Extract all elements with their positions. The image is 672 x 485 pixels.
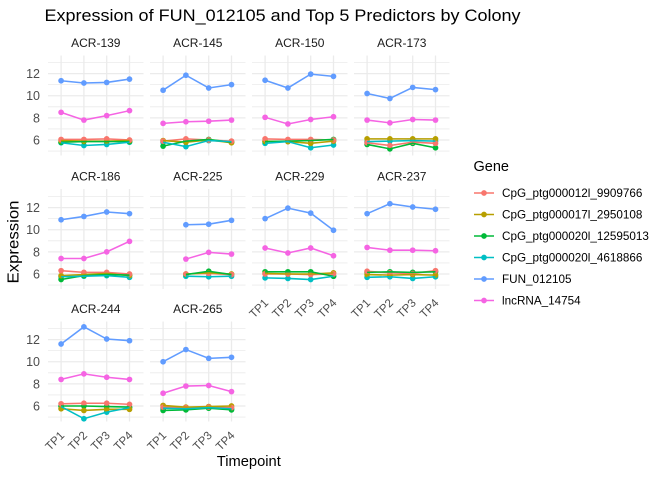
svg-text:ACR-265: ACR-265 — [173, 302, 223, 316]
svg-text:Expression: Expression — [6, 201, 23, 284]
svg-text:FUN_012105: FUN_012105 — [502, 273, 572, 286]
svg-text:12: 12 — [26, 67, 40, 81]
svg-text:CpG_ptg000020l_12595013: CpG_ptg000020l_12595013 — [502, 230, 649, 243]
svg-text:8: 8 — [33, 377, 40, 391]
svg-text:12: 12 — [26, 201, 40, 215]
svg-text:CpG_ptg000017l_2950108: CpG_ptg000017l_2950108 — [502, 209, 642, 222]
svg-text:lncRNA_14754: lncRNA_14754 — [502, 295, 581, 308]
svg-text:8: 8 — [33, 245, 40, 259]
svg-text:6: 6 — [33, 267, 40, 281]
svg-text:CpG_ptg000020l_4618866: CpG_ptg000020l_4618866 — [502, 252, 642, 265]
svg-text:ACR-139: ACR-139 — [71, 36, 121, 50]
svg-text:Timepoint: Timepoint — [217, 454, 281, 470]
svg-text:ACR-229: ACR-229 — [275, 170, 325, 184]
svg-text:ACR-145: ACR-145 — [173, 36, 223, 50]
svg-text:Expression of FUN_012105 and T: Expression of FUN_012105 and Top 5 Predi… — [45, 6, 522, 25]
svg-text:ACR-186: ACR-186 — [71, 170, 121, 184]
svg-text:6: 6 — [33, 133, 40, 147]
svg-text:ACR-237: ACR-237 — [377, 170, 427, 184]
svg-text:ACR-173: ACR-173 — [377, 36, 427, 50]
svg-text:10: 10 — [26, 223, 40, 237]
svg-text:ACR-244: ACR-244 — [71, 302, 121, 316]
svg-text:12: 12 — [26, 333, 40, 347]
svg-text:CpG_ptg000012l_9909766: CpG_ptg000012l_9909766 — [502, 187, 642, 200]
svg-text:10: 10 — [26, 89, 40, 103]
svg-text:8: 8 — [33, 111, 40, 125]
svg-text:6: 6 — [33, 399, 40, 413]
svg-text:Gene: Gene — [474, 159, 509, 175]
svg-text:ACR-150: ACR-150 — [275, 36, 325, 50]
svg-text:ACR-225: ACR-225 — [173, 170, 223, 184]
svg-text:10: 10 — [26, 355, 40, 369]
